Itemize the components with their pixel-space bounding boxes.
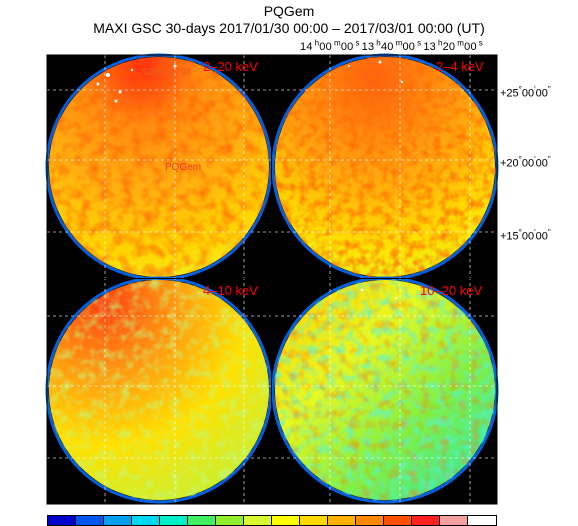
color-scale-swatch-13 xyxy=(384,516,412,525)
plot-title: PQGem xyxy=(263,3,315,19)
color-scale-swatch-11 xyxy=(328,516,356,525)
panel-2-4kev-map xyxy=(271,53,499,281)
color-scale-swatch-16 xyxy=(468,516,496,525)
color-scale-swatch-8 xyxy=(244,516,272,525)
dec-tick-1: +25°00'00" xyxy=(500,85,551,100)
color-scale-swatch-15 xyxy=(440,516,468,525)
panel-frames xyxy=(46,54,498,505)
ra-tick-3: 13 h20 m00 s xyxy=(423,38,483,53)
color-scale-swatch-9 xyxy=(272,516,300,525)
color-scale-swatch-12 xyxy=(356,516,384,525)
plot-subtitle: MAXI GSC 30-days 2017/01/30 00:00 – 2017… xyxy=(93,20,485,36)
band-label-3: 4–10 keV xyxy=(203,283,258,298)
color-scale-swatch-5 xyxy=(160,516,188,525)
source-label-target: PQGem xyxy=(165,162,201,173)
panel-2-20kev-map xyxy=(45,53,273,281)
color-scale-swatch-14 xyxy=(412,516,440,525)
dec-tick-3: +15°00'00" xyxy=(500,228,551,243)
band-label-2: 2–4 keV xyxy=(436,59,484,74)
color-scale-swatch-10 xyxy=(300,516,328,525)
band-label-1: 2–20 keV xyxy=(203,59,258,74)
color-scale-swatch-3 xyxy=(104,516,132,525)
color-scale-bar xyxy=(47,515,497,526)
panel-4-10kev-map xyxy=(45,276,273,504)
panel-10-20kev-map xyxy=(271,276,499,504)
ra-tick-2: 13 h40 m00 s xyxy=(361,38,422,53)
source-label-grb: GRB Ill796 xyxy=(143,67,192,78)
color-scale-swatch-7 xyxy=(216,516,244,525)
color-scale-swatch-4 xyxy=(132,516,160,525)
dec-tick-2: +20°00'00" xyxy=(500,155,551,170)
band-label-4: 10–20 keV xyxy=(420,283,482,298)
color-scale-swatch-6 xyxy=(188,516,216,525)
hot-spots xyxy=(96,60,404,299)
color-scale-swatch-1 xyxy=(48,516,76,525)
ra-axis-labels: 14 h00 m00 s 13 h40 m00 s 13 h20 m00 s xyxy=(300,38,485,53)
color-scale-swatch-2 xyxy=(76,516,104,525)
ra-tick-1: 14 h00 m00 s xyxy=(300,38,360,53)
